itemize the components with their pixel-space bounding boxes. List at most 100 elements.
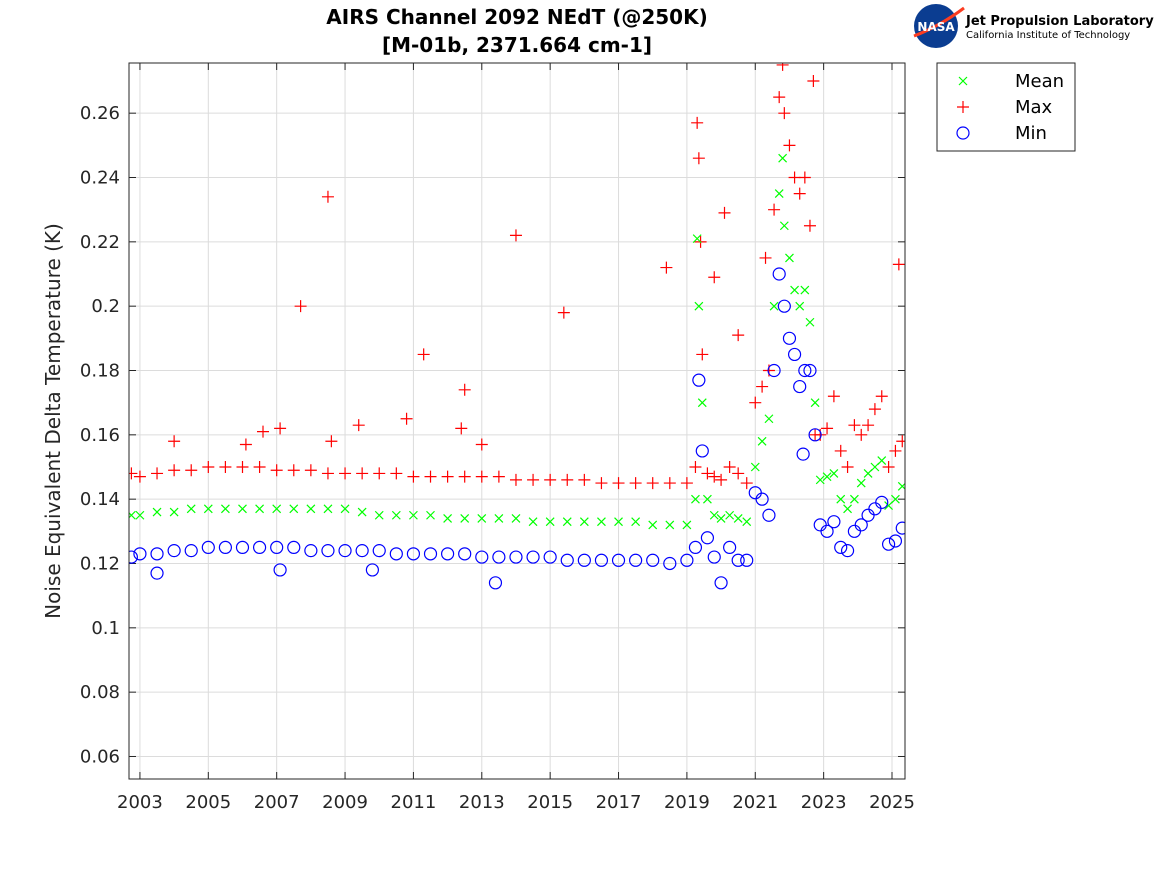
max-point [715, 473, 728, 486]
max-point [400, 412, 413, 425]
mean-point [494, 514, 504, 523]
min-point [235, 540, 250, 555]
min-point [355, 544, 369, 558]
max-point [239, 438, 252, 451]
mean-point [357, 507, 367, 517]
nasa-jpl-logo: NASA Jet Propulsion Laboratory Californi… [913, 4, 1154, 48]
max-point [732, 467, 745, 480]
mean-point [340, 504, 350, 514]
min-point [688, 540, 703, 555]
max-point [875, 390, 888, 403]
max-point [701, 467, 714, 480]
min-point [680, 553, 694, 567]
max-point [827, 390, 840, 403]
max-point [740, 477, 753, 490]
max-point [151, 467, 164, 480]
mean-point [682, 520, 692, 530]
min-point [577, 553, 591, 567]
legend-marker-mean [958, 76, 968, 86]
min-point [594, 553, 609, 567]
min-point [441, 547, 455, 561]
max-point [768, 203, 781, 216]
y-tick-label: 0.26 [80, 103, 120, 124]
mean-point [856, 478, 866, 488]
min-point [560, 553, 574, 567]
max-point [889, 444, 902, 457]
min-point [834, 540, 848, 555]
mean-point [255, 504, 265, 514]
mean-point [709, 510, 719, 520]
mean-point [665, 520, 675, 530]
max-point [185, 464, 198, 477]
min-point [423, 547, 438, 561]
mean-point [186, 504, 196, 514]
min-point [304, 544, 318, 558]
mean-point [785, 253, 794, 263]
mean-point [306, 504, 316, 514]
min-point [129, 550, 138, 564]
min-point [372, 544, 386, 558]
x-tick-label: 2025 [869, 792, 915, 813]
max-point [841, 460, 854, 473]
min-point [509, 550, 523, 564]
min-point [782, 331, 797, 345]
max-point [793, 187, 806, 200]
mean-point [129, 510, 136, 520]
max-point [892, 258, 905, 271]
y-tick-label: 0.08 [80, 682, 120, 703]
max-point [325, 435, 338, 448]
mean-point [152, 507, 162, 517]
max-point [356, 467, 369, 480]
max-point [708, 271, 721, 284]
max-point [578, 473, 591, 486]
mean-point [877, 456, 887, 465]
max-point [821, 422, 834, 435]
legend: Mean Max Min [936, 62, 1076, 152]
max-point [660, 261, 673, 274]
max-point [321, 190, 334, 203]
max-point [629, 477, 642, 490]
max-point [718, 206, 731, 219]
mean-point [562, 517, 572, 527]
mean-point [272, 504, 282, 514]
min-point [543, 550, 557, 564]
mean-point [614, 517, 623, 527]
max-point [133, 470, 146, 483]
min-point [184, 544, 198, 558]
mean-point [778, 153, 788, 163]
min-point [646, 553, 660, 567]
min-point [663, 556, 677, 571]
max-point [680, 477, 693, 490]
min-point [875, 495, 889, 509]
max-point [756, 380, 769, 393]
max-point [612, 477, 625, 490]
max-point [390, 467, 403, 480]
legend-marker-min [956, 126, 970, 140]
min-point [700, 531, 715, 545]
mean-point [374, 510, 384, 520]
max-point [253, 460, 266, 473]
plot-area [129, 63, 905, 779]
mean-point [829, 469, 839, 478]
max-point [492, 470, 505, 483]
min-point [695, 444, 709, 458]
max-point [236, 460, 249, 473]
min-point [798, 363, 812, 378]
nasa-emblem-text: NASA [917, 20, 955, 34]
max-point [723, 460, 736, 473]
min-point [150, 566, 164, 580]
y-tick-label: 0.16 [80, 425, 120, 446]
max-point [455, 422, 468, 435]
mean-point [238, 504, 247, 514]
max-point [509, 473, 522, 486]
min-point [772, 267, 786, 281]
mean-point [733, 514, 743, 523]
min-point [270, 540, 284, 555]
y-tick-label: 0.14 [80, 489, 120, 510]
mean-point [769, 301, 779, 311]
mean-point [408, 510, 418, 520]
nasa-swoosh-icon [913, 6, 965, 38]
y-tick-label: 0.1 [91, 618, 120, 639]
mean-point [391, 510, 401, 520]
mean-point [891, 494, 900, 504]
